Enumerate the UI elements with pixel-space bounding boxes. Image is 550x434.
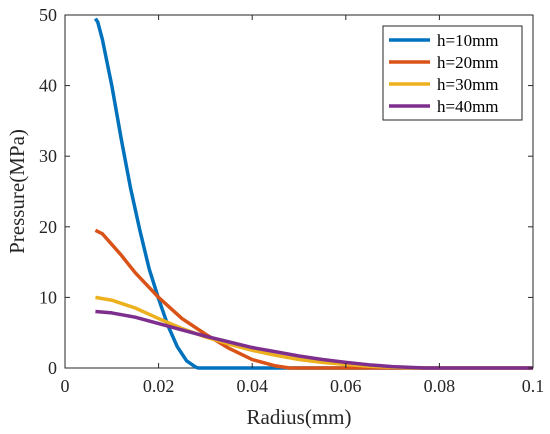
- y-tick-label: 0: [48, 358, 57, 378]
- x-tick-label: 0.04: [236, 376, 268, 396]
- series-line-1: [93, 17, 533, 370]
- y-tick-label: 40: [39, 76, 57, 96]
- legend-label-1: h=10mm: [437, 31, 499, 50]
- x-axis-title: Radius(mm): [247, 405, 352, 429]
- y-tick-label: 10: [39, 287, 57, 307]
- y-axis-title: Pressure(MPa): [5, 129, 29, 254]
- x-tick-label: 0.02: [143, 376, 175, 396]
- y-tick-label: 50: [39, 5, 57, 25]
- x-tick-label: 0.1: [522, 376, 545, 396]
- x-tick-label: 0.08: [424, 376, 456, 396]
- legend-label-4: h=40mm: [437, 97, 499, 116]
- y-tick-label: 30: [39, 146, 57, 166]
- series-line-2: [94, 228, 533, 370]
- legend: h=10mm h=20mm h=30mm h=40mm: [382, 25, 523, 121]
- x-tick-label: 0.06: [330, 376, 362, 396]
- series-layer: [93, 17, 533, 370]
- series-line-4: [95, 309, 533, 370]
- legend-label-2: h=20mm: [437, 53, 499, 72]
- x-tick-label: 0: [61, 376, 70, 396]
- legend-label-3: h=30mm: [437, 75, 499, 94]
- y-tick-label: 20: [39, 217, 57, 237]
- tick-layer: 0 0.02 0.04 0.06 0.08 0.1 0 10 20 30 40 50: [39, 5, 544, 396]
